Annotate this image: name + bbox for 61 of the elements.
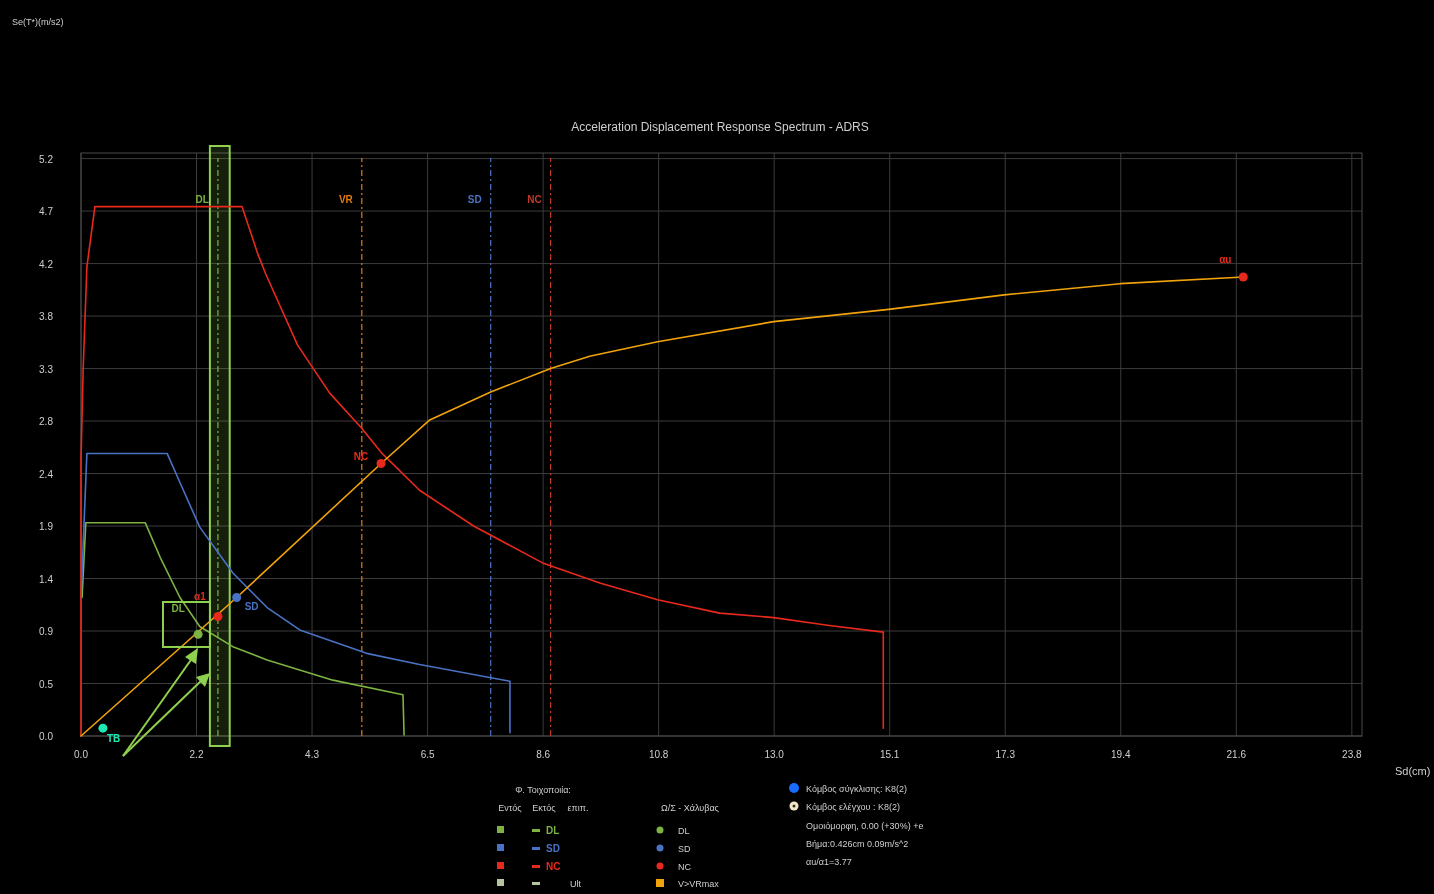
y-tick-label: 2.4	[39, 468, 54, 480]
ref-line-label: VR	[338, 194, 354, 205]
text: Ω/Σ - Χάλυβας	[661, 803, 720, 813]
x-tick-label: 23.8	[1342, 749, 1362, 760]
point	[1238, 272, 1248, 282]
text: αu/α1=3.77	[806, 857, 852, 867]
text: Ομοιόμορφη, 0.00 (+30%) +e	[806, 821, 924, 831]
text: Εντός	[498, 803, 523, 813]
annotation: α1	[194, 591, 207, 603]
text: Se(T*)(m/s2)	[12, 17, 64, 27]
x-tick-label: 13.0	[764, 749, 785, 760]
x-tick-label: 21.6	[1226, 749, 1247, 760]
point	[232, 593, 242, 603]
x-tick-label: 15.1	[879, 749, 900, 760]
legend-label: NC	[546, 861, 561, 872]
y-tick-label: 1.9	[39, 521, 54, 533]
text: Εκτός	[532, 803, 557, 813]
point	[193, 629, 203, 639]
point	[376, 458, 386, 468]
text: SD	[678, 844, 691, 854]
annotation: TB	[106, 733, 121, 745]
y-tick-label: 1.4	[39, 573, 54, 585]
ref-line-label: DL	[195, 194, 209, 205]
point	[98, 723, 108, 733]
x-tick-label: 4.3	[305, 749, 320, 760]
text: επιπ.	[567, 803, 589, 813]
ref-line-label: SD	[467, 194, 482, 205]
y-tick-label: 3.8	[39, 311, 54, 323]
text: V>VRmax	[678, 879, 720, 889]
x-tick-label: 10.8	[648, 749, 669, 760]
chart-title: Acceleration Displacement Response Spectrum - ADRS	[571, 120, 869, 134]
x-tick-label: 0.0	[74, 749, 89, 760]
y-tick-label: 0.5	[39, 678, 54, 690]
text: Κόμβος σύγκλισης: K8(2)	[806, 784, 907, 794]
text: NC	[678, 862, 692, 872]
legend-label: DL	[546, 825, 560, 836]
y-tick-label: 2.8	[39, 416, 54, 428]
legend-label: SD	[546, 843, 560, 854]
y-tick-label: 4.7	[39, 206, 54, 218]
text: Φ. Τοιχοποιία:	[515, 785, 571, 795]
y-tick-label: 3.3	[39, 363, 54, 375]
x-tick-label: 2.2	[189, 749, 204, 760]
annotation: SD	[244, 600, 259, 612]
text: Βήμα:0.426cm 0.09m/s^2	[806, 839, 909, 849]
text: Ult	[570, 879, 582, 889]
ref-line-label: NC	[527, 194, 542, 205]
x-tick-label: 19.4	[1111, 749, 1131, 760]
x-axis-title: Sd(cm)	[1395, 765, 1431, 777]
point	[213, 612, 223, 621]
y-tick-label: 5.2	[39, 153, 54, 165]
x-tick-label: 17.3	[995, 749, 1016, 760]
x-tick-label: 6.5	[420, 749, 435, 760]
y-tick-label: 4.2	[39, 258, 54, 270]
annotation: αu	[1219, 253, 1232, 265]
x-tick-label: 8.6	[536, 749, 551, 760]
y-tick-label: 0.0	[39, 731, 54, 742]
text: DL	[678, 826, 690, 836]
y-tick-label: 0.9	[39, 626, 54, 638]
text: Κόμβος ελέγχου : K8(2)	[806, 802, 901, 812]
annotation: DL	[171, 603, 185, 615]
annotation: NC	[353, 451, 369, 463]
